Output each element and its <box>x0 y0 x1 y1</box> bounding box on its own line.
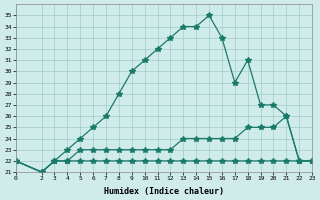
X-axis label: Humidex (Indice chaleur): Humidex (Indice chaleur) <box>104 187 224 196</box>
